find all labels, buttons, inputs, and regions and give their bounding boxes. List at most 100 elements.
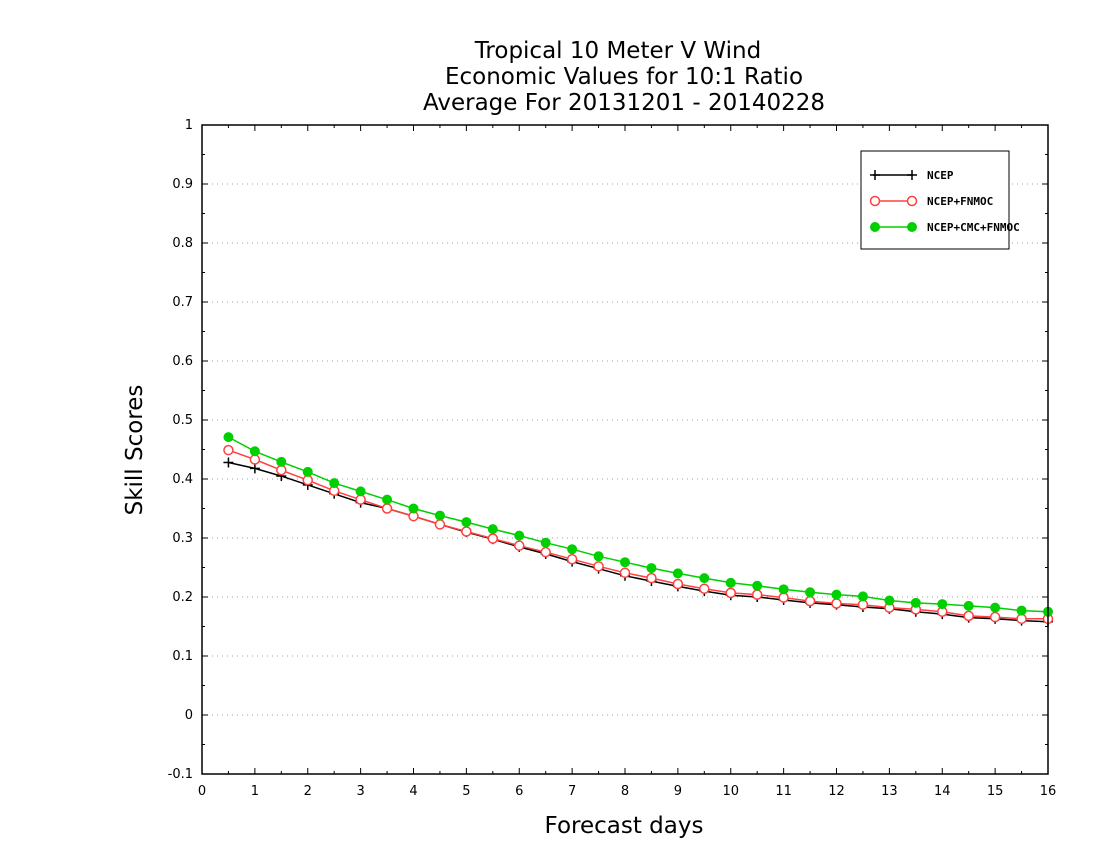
data-point bbox=[249, 454, 261, 465]
data-point bbox=[434, 519, 446, 530]
y-axis-label: Skill Scores bbox=[122, 385, 148, 516]
data-point bbox=[752, 580, 763, 591]
data-point bbox=[884, 595, 895, 606]
data-point bbox=[329, 478, 340, 489]
x-tick-label: 1 bbox=[251, 784, 259, 799]
series-line bbox=[228, 461, 1049, 623]
data-point bbox=[725, 577, 736, 588]
legend-entry: NCEP+CMC+FNMOC bbox=[870, 221, 1020, 234]
data-point bbox=[249, 463, 260, 474]
data-point bbox=[620, 557, 630, 568]
grid-layer bbox=[202, 183, 1048, 716]
data-point bbox=[672, 578, 684, 590]
data-point bbox=[461, 517, 472, 528]
series-line bbox=[228, 436, 1049, 613]
chart-title: Tropical 10 Meter V Wind Economic Values… bbox=[423, 38, 825, 116]
data-point bbox=[461, 526, 472, 537]
data-point bbox=[382, 494, 393, 505]
data-point bbox=[725, 587, 736, 599]
legend-box bbox=[860, 150, 1010, 250]
legend-label: NCEP bbox=[927, 169, 954, 182]
x-tick-label: 2 bbox=[304, 784, 312, 799]
data-point bbox=[857, 591, 868, 602]
data-point bbox=[223, 444, 234, 456]
data-point bbox=[302, 466, 313, 477]
data-point bbox=[699, 583, 710, 594]
legend-entry: NCEP bbox=[870, 169, 954, 182]
data-point bbox=[302, 474, 313, 486]
data-point bbox=[593, 561, 604, 572]
data-point bbox=[381, 503, 393, 514]
legend-marker-end bbox=[906, 195, 918, 207]
y-tick-label: 0 bbox=[185, 708, 193, 723]
legend: NCEP NCEP+FNMOC NCEP+CMC+FNMOC bbox=[860, 150, 1020, 250]
data-point bbox=[276, 464, 287, 476]
x-axis-label: Forecast days bbox=[545, 813, 704, 839]
data-point bbox=[408, 503, 419, 514]
y-tick-label: 0.4 bbox=[172, 472, 193, 487]
data-point bbox=[778, 592, 789, 603]
x-tick-label: 14 bbox=[934, 784, 951, 799]
y-tick-label: 0.6 bbox=[172, 354, 193, 369]
title-line-1: Tropical 10 Meter V Wind bbox=[474, 38, 761, 64]
x-tick-label: 16 bbox=[1040, 784, 1057, 799]
legend-marker-start bbox=[869, 195, 881, 207]
x-tick-label: 10 bbox=[722, 784, 739, 799]
data-point bbox=[566, 553, 578, 565]
series-ncep-cmc-fnmoc bbox=[223, 432, 1053, 617]
x-tick-label: 8 bbox=[621, 784, 629, 799]
data-point bbox=[487, 533, 499, 544]
x-tick-label: 6 bbox=[515, 784, 523, 799]
data-point bbox=[699, 573, 710, 584]
x-tick-label: 0 bbox=[198, 784, 206, 799]
series-line bbox=[228, 449, 1048, 620]
data-point bbox=[249, 446, 260, 457]
legend-marker-start bbox=[870, 170, 880, 180]
y-tick-label: 0.3 bbox=[172, 531, 193, 546]
x-tick-label: 13 bbox=[881, 784, 898, 799]
data-point bbox=[355, 494, 366, 505]
axis-layer: -0.100.10.20.30.40.50.60.70.80.910 1 2 3 4 5 6… bbox=[168, 118, 1057, 799]
data-point bbox=[646, 563, 657, 574]
data-point bbox=[567, 544, 578, 555]
data-point bbox=[619, 567, 631, 579]
x-tick-label: 15 bbox=[987, 784, 1004, 799]
data-point bbox=[514, 530, 525, 541]
y-tick-label: 0.7 bbox=[172, 295, 193, 310]
data-point bbox=[751, 589, 763, 600]
data-point bbox=[672, 568, 683, 579]
data-point bbox=[963, 600, 974, 611]
data-point bbox=[434, 510, 445, 521]
data-point bbox=[1016, 605, 1027, 616]
x-tick-label: 9 bbox=[674, 784, 682, 799]
x-tick-label: 3 bbox=[356, 784, 364, 799]
data-point bbox=[857, 599, 869, 610]
y-tick-label: 0.2 bbox=[172, 590, 193, 605]
series-layer bbox=[223, 432, 1054, 627]
data-point bbox=[937, 599, 948, 610]
y-tick-label: 0.5 bbox=[172, 413, 193, 428]
y-tick-label: 0.1 bbox=[172, 649, 193, 664]
data-point bbox=[804, 595, 816, 607]
legend-label: NCEP+CMC+FNMOC bbox=[927, 221, 1020, 234]
y-tick-label: 1 bbox=[185, 118, 193, 133]
legend-label: NCEP+FNMOC bbox=[927, 195, 993, 208]
title-line-3: Average For 20131201 - 20140228 bbox=[423, 90, 825, 116]
y-tick-label: -0.1 bbox=[168, 767, 193, 782]
x-tick-label: 4 bbox=[409, 784, 417, 799]
data-point bbox=[910, 597, 921, 608]
data-point bbox=[831, 598, 842, 609]
data-point bbox=[276, 456, 287, 467]
x-tick-label: 5 bbox=[462, 784, 470, 799]
series-ncep bbox=[223, 457, 1053, 627]
data-point bbox=[646, 572, 657, 584]
legend-marker-start bbox=[870, 222, 880, 232]
legend-marker-end bbox=[907, 222, 917, 232]
data-point bbox=[355, 486, 366, 497]
data-point bbox=[223, 432, 234, 443]
title-line-2: Economic Values for 10:1 Ratio bbox=[445, 64, 803, 90]
x-tick-label: 7 bbox=[568, 784, 576, 799]
data-point bbox=[1016, 613, 1027, 625]
data-point bbox=[778, 584, 789, 595]
